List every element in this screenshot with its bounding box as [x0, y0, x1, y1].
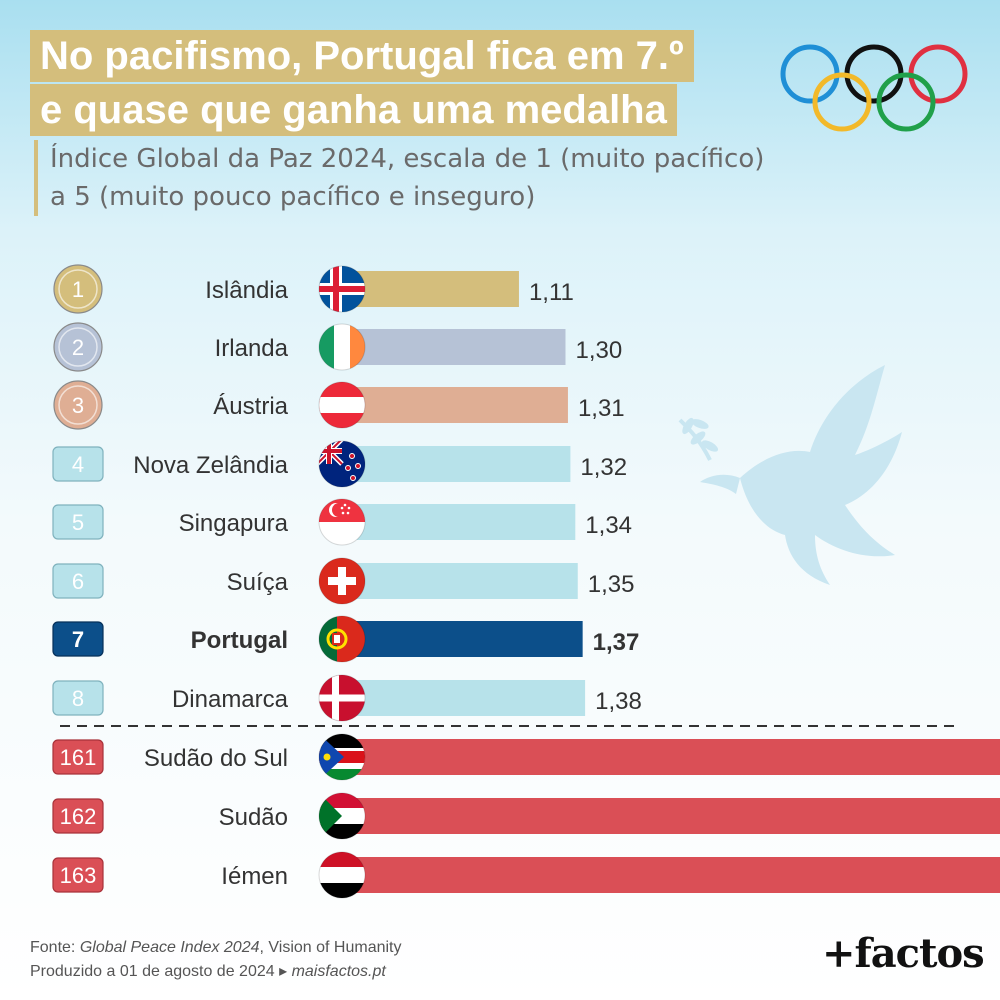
country-label: Islândia	[205, 277, 288, 304]
rank-label: 2	[72, 335, 84, 360]
flag-icon	[318, 498, 366, 546]
rank-badge	[52, 621, 104, 657]
rank-medal	[53, 322, 103, 372]
rank-medal	[53, 264, 103, 314]
site-link[interactable]: maisfactos.pt	[291, 963, 386, 980]
rank-badge	[52, 563, 104, 599]
flag-icon	[318, 323, 366, 371]
peace-index-chart: 1 Islândia 1,11 2 Irlanda 1,30 3 Áustria 1,31 4 No…	[52, 264, 1000, 899]
peace-dove-icon	[678, 365, 902, 585]
olympic-rings-icon	[780, 44, 968, 132]
rank-badge	[52, 798, 104, 834]
country-label: Singapura	[179, 510, 289, 537]
rank-label: 163	[60, 863, 97, 888]
rank-label: 4	[72, 452, 84, 477]
value-label: 1,37	[593, 629, 640, 656]
rank-label: 161	[60, 745, 97, 770]
country-label: Áustria	[213, 393, 288, 420]
bar	[342, 798, 1000, 834]
title-line-2: e quase que ganha uma medalha	[30, 84, 677, 136]
country-label: Portugal	[191, 627, 288, 654]
country-label: Sudão do Sul	[144, 745, 288, 772]
country-label: Dinamarca	[172, 686, 289, 713]
rank-badge	[52, 857, 104, 893]
bar	[342, 680, 586, 716]
rank-badge	[52, 739, 104, 775]
subtitle: Índice Global da Paz 2024, escala de 1 (…	[34, 140, 770, 216]
value-label: 1,30	[576, 337, 623, 364]
value-label: 1,11	[529, 279, 574, 306]
footer: Fonte: Global Peace Index 2024, Vision o…	[30, 936, 402, 984]
rank-badge	[52, 680, 104, 716]
title-line-1: No pacifismo, Portugal fica em 7.º	[30, 30, 694, 82]
flag-icon	[318, 674, 366, 722]
flag-icon	[318, 792, 366, 840]
bar	[342, 857, 1000, 893]
bar	[342, 504, 576, 540]
flag-icon	[318, 265, 366, 313]
value-label: 1,34	[585, 512, 632, 539]
bar	[342, 621, 583, 657]
rank-label: 5	[72, 510, 84, 535]
flag-icon	[318, 851, 366, 899]
source-title: Global Peace Index 2024	[79, 939, 260, 956]
bar	[342, 271, 519, 307]
bar	[342, 387, 568, 423]
value-label: 1,38	[595, 688, 642, 715]
rank-badge	[52, 504, 104, 540]
rank-label: 1	[72, 277, 84, 302]
rank-medal	[53, 380, 103, 430]
bar	[342, 446, 571, 482]
value-label: 1,35	[588, 571, 635, 598]
produced-line: Produzido a 01 de agosto de 2024 ▸ maisf…	[30, 963, 386, 980]
flag-icon	[318, 381, 366, 429]
country-label: Sudão	[219, 804, 288, 831]
rank-label: 7	[72, 627, 84, 652]
value-label: 1,31	[578, 395, 625, 422]
value-label: 1,32	[580, 454, 627, 481]
subtitle-line-2: a 5 (muito pouco pacífico e inseguro)	[50, 182, 536, 212]
bar	[342, 563, 578, 599]
rank-label: 6	[72, 569, 84, 594]
rank-label: 8	[72, 686, 84, 711]
brand-logo: +factos	[822, 930, 985, 977]
source-line: Fonte: Global Peace Index 2024, Vision o…	[30, 939, 402, 956]
rank-badge	[52, 446, 104, 482]
country-label: Iémen	[221, 863, 288, 890]
subtitle-line-1: Índice Global da Paz 2024, escala de 1 (…	[50, 144, 765, 174]
flag-icon	[318, 733, 366, 781]
country-label: Suíça	[227, 569, 289, 596]
rank-label: 162	[60, 804, 97, 829]
country-label: Nova Zelândia	[133, 452, 288, 479]
bar	[342, 329, 566, 365]
rank-label: 3	[72, 393, 84, 418]
flag-icon	[318, 557, 366, 605]
bar	[342, 739, 1000, 775]
country-label: Irlanda	[215, 335, 289, 362]
